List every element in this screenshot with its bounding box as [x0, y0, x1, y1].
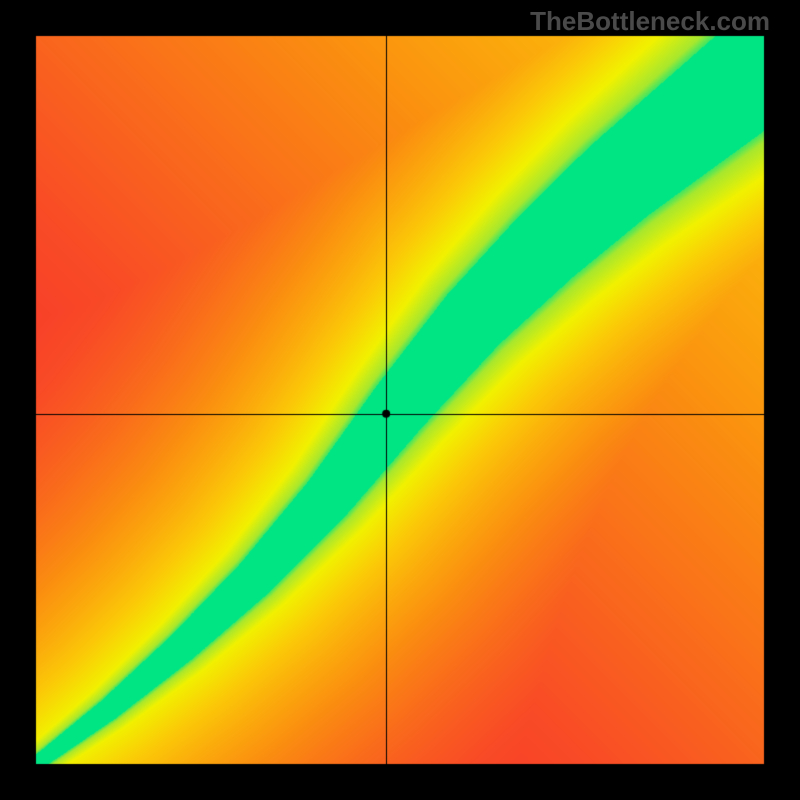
chart-container: TheBottleneck.com — [0, 0, 800, 800]
bottleneck-heatmap — [0, 0, 800, 800]
watermark-text: TheBottleneck.com — [530, 6, 770, 37]
